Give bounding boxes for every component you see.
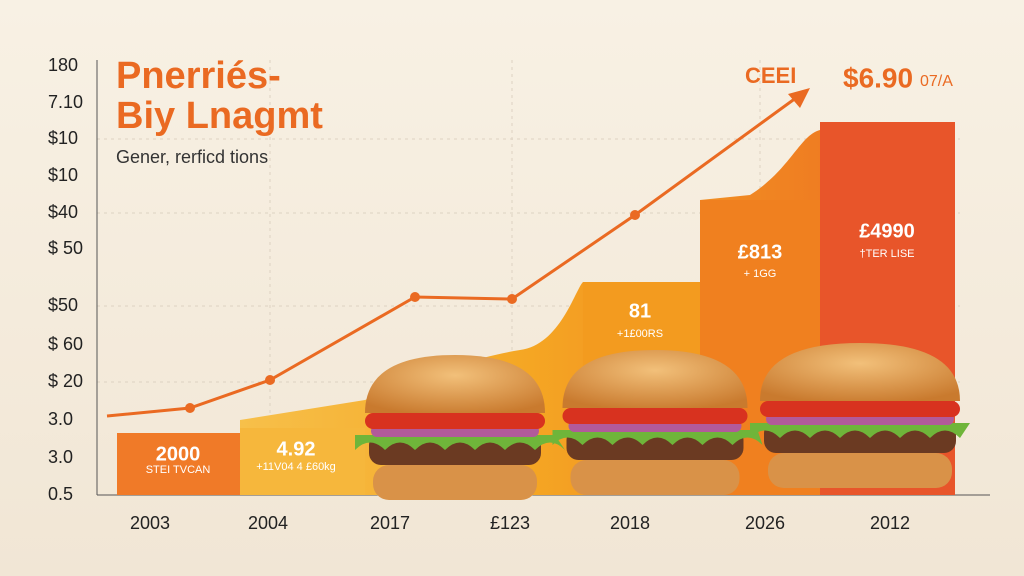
subtitle: Gener, rerficd tions — [116, 147, 268, 167]
bun-top — [562, 350, 748, 408]
title: Pnerriés- — [116, 55, 281, 97]
bun-top — [760, 343, 960, 401]
price: $6.90 — [843, 62, 913, 93]
x-label: 2018 — [610, 513, 650, 533]
bar-note: +1£00RS — [617, 328, 663, 340]
bar-note: STEI TVCAN — [146, 464, 211, 476]
x-label: 2003 — [130, 513, 170, 533]
x-label: 2012 — [870, 513, 910, 533]
y-label: 7.10 — [48, 92, 83, 112]
bar-note: + 1GG — [744, 268, 777, 280]
price-suffix: 07/A — [920, 73, 953, 90]
markers — [185, 210, 640, 413]
bar-note: +11V04 4 £60kg — [256, 461, 336, 473]
y-label: $ 20 — [48, 371, 83, 391]
lettuce — [750, 423, 970, 438]
bun-bottom — [570, 460, 740, 495]
y-label: $50 — [48, 295, 78, 315]
y-label: 3.0 — [48, 409, 73, 429]
x-label: £123 — [490, 513, 530, 533]
bun-top — [365, 355, 545, 413]
burgers — [355, 343, 970, 500]
y-label: $ 60 — [48, 334, 83, 354]
tomato — [562, 408, 748, 424]
lettuce — [355, 435, 565, 450]
tomato — [365, 413, 545, 429]
title: Biy Lnagmt — [116, 95, 323, 137]
arrow-head — [788, 88, 810, 108]
lettuce — [552, 430, 763, 445]
bun-bottom — [768, 453, 952, 488]
y-label: 3.0 — [48, 447, 73, 467]
bar — [240, 428, 365, 495]
y-label: $10 — [48, 165, 78, 185]
bar-value: 2000 — [156, 443, 201, 465]
x-label: 2004 — [248, 513, 288, 533]
y-label: $ 50 — [48, 238, 83, 258]
x-label: 2026 — [745, 513, 785, 533]
bun-bottom — [373, 465, 537, 500]
bar-value: £813 — [738, 241, 783, 263]
y-label: 0.5 — [48, 484, 73, 504]
x-label: 2017 — [370, 513, 410, 533]
bar-value: 4.92 — [277, 438, 316, 460]
bar-note: †TER LISE — [859, 248, 914, 260]
y-label: $10 — [48, 128, 78, 148]
bar — [117, 433, 240, 495]
tomato — [760, 401, 960, 417]
y-label: 180 — [48, 55, 78, 75]
callout: CEEI — [745, 63, 796, 88]
bar-value: £4990 — [859, 220, 915, 242]
bar-value: 81 — [629, 300, 651, 322]
y-label: $40 — [48, 202, 78, 222]
